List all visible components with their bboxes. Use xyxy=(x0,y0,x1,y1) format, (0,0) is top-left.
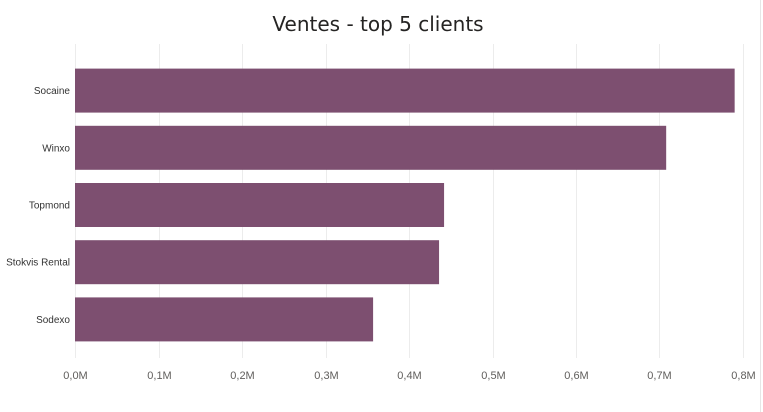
category-label: Stokvis Rental xyxy=(6,258,70,269)
panel-border xyxy=(760,0,761,412)
x-tick-label: 0,6M xyxy=(564,370,588,382)
bar-winxo xyxy=(75,125,667,170)
category-labels: Socaine Winxo Topmond Stokvis Rental Sodexo xyxy=(6,86,70,326)
bar-sodexo xyxy=(75,297,374,342)
x-tick-label: 0,2M xyxy=(230,370,254,382)
chart-title: Ventes - top 5 clients xyxy=(272,12,484,36)
bar-socaine xyxy=(75,68,735,113)
category-label: Socaine xyxy=(34,86,71,97)
x-tick-label: 0,8M xyxy=(731,370,755,382)
bar-stokvis-rental xyxy=(75,240,440,285)
category-label: Topmond xyxy=(29,201,70,212)
bar-topmond xyxy=(75,183,445,227)
x-tick-label: 0,3M xyxy=(314,370,338,382)
x-tick-label: 0,0M xyxy=(63,370,87,382)
bars xyxy=(75,68,735,342)
x-tick-label: 0,5M xyxy=(481,370,505,382)
category-label: Winxo xyxy=(42,143,70,154)
category-label: Sodexo xyxy=(36,315,70,326)
x-tick-label: 0,4M xyxy=(397,370,421,382)
x-axis-tick-labels: 0,0M 0,1M 0,2M 0,3M 0,4M 0,5M 0,6M 0,7M 0,8M xyxy=(63,370,755,382)
x-tick-label: 0,1M xyxy=(147,370,171,382)
x-tick-label: 0,7M xyxy=(647,370,671,382)
